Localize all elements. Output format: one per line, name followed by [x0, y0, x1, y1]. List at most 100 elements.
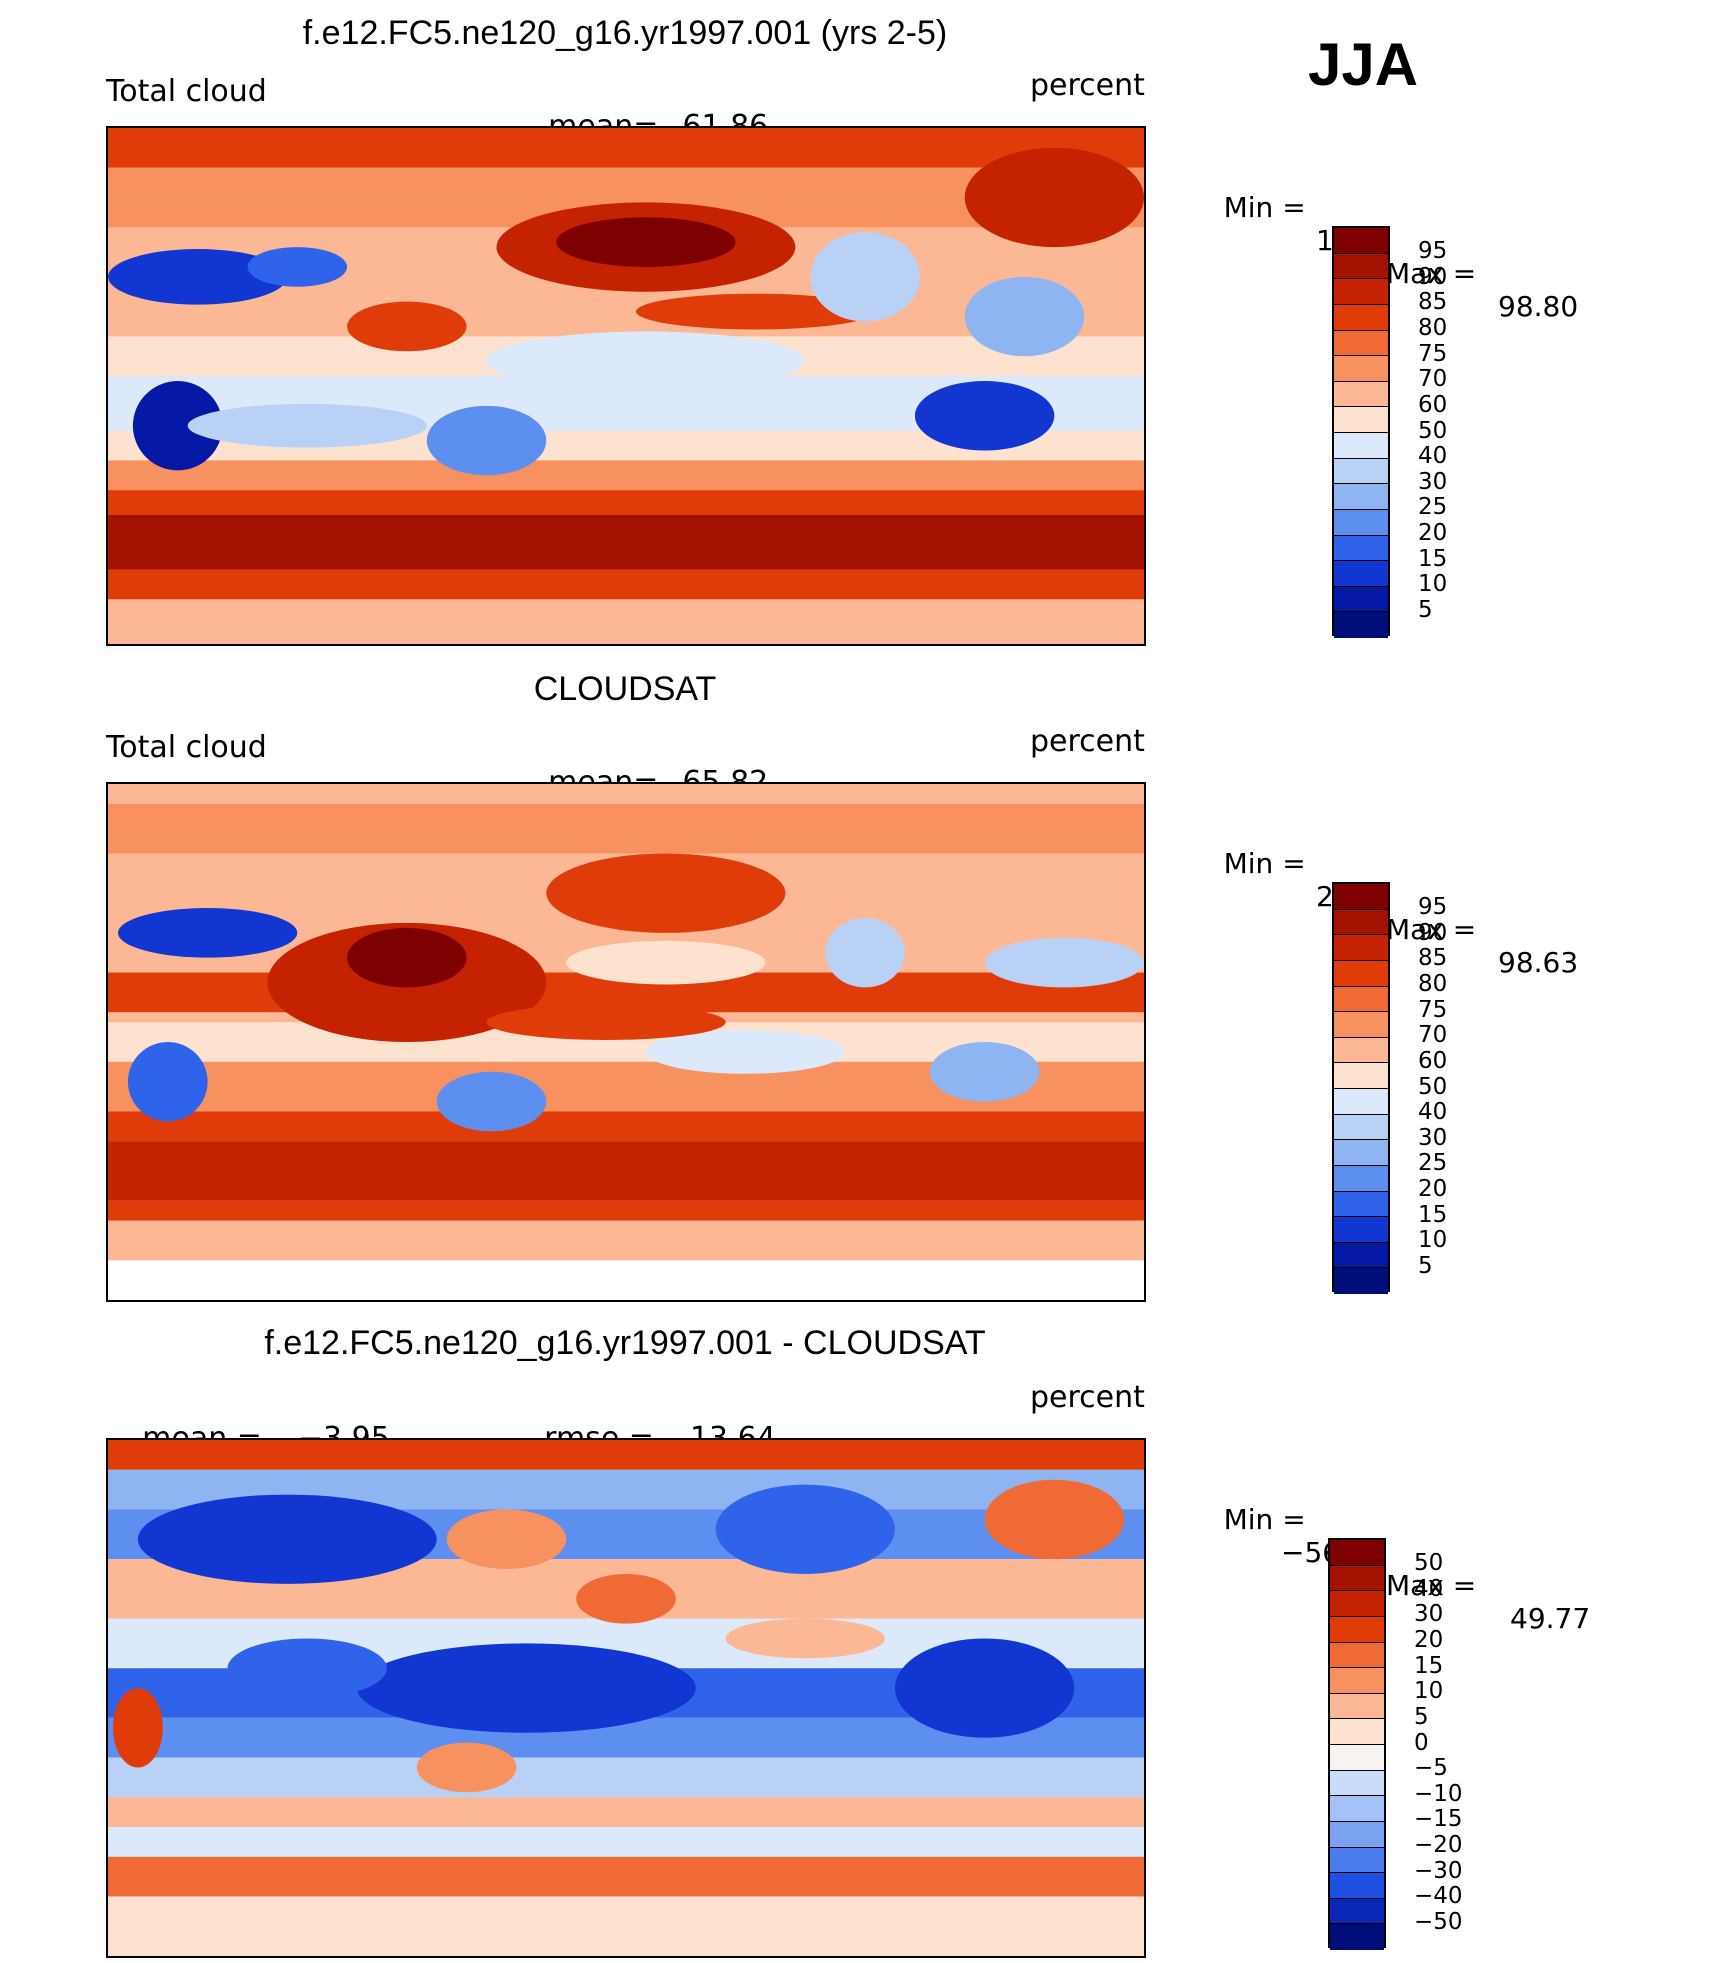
colorbar-tick-label: 5	[1414, 1703, 1429, 1730]
colorbar-segment	[1330, 1796, 1384, 1822]
field-label: Total cloud	[106, 74, 267, 109]
panel-title: f.e12.FC5.ne120_g16.yr1997.001 (yrs 2-5)	[302, 14, 948, 52]
colorbar-segment	[1334, 228, 1388, 254]
colorbar-tick-label: 70	[1418, 366, 1448, 393]
units-label: percent	[1030, 1380, 1145, 1415]
cloud-map-cloudsat	[106, 782, 1146, 1302]
colorbar-tick-label: 15	[1418, 1201, 1448, 1228]
colorbar-tick-label: 75	[1418, 340, 1448, 367]
colorbar-tick-label: 20	[1418, 1176, 1448, 1202]
colorbar-segment	[1334, 1217, 1388, 1243]
colorbar-segment	[1330, 1821, 1384, 1848]
max-value: 98.80	[1498, 290, 1579, 323]
colorbar-tick-label: 75	[1418, 996, 1448, 1023]
colorbar-segment	[1330, 1591, 1384, 1617]
colorbar-segment	[1334, 1114, 1388, 1141]
colorbar-segment	[1334, 1242, 1388, 1269]
colorbar-segment	[1334, 884, 1388, 910]
colorbar-segment	[1334, 1268, 1388, 1294]
colorbar-tick-label: 20	[1418, 520, 1448, 546]
min-label: Min =	[1223, 191, 1306, 224]
field-label: Total cloud	[106, 730, 267, 765]
colorbar-tick-label: −30	[1414, 1857, 1463, 1884]
cloud-map-difference	[106, 1438, 1146, 1958]
min-max-readout: Min = 2.52 Max = 98.63	[1188, 814, 1579, 1012]
colorbar-swatches	[1328, 1538, 1386, 1950]
colorbar-tick-label: 10	[1418, 1227, 1448, 1254]
colorbar-segment	[1330, 1668, 1384, 1694]
colorbar-tick-label: −5	[1414, 1755, 1448, 1782]
colorbar-swatches	[1332, 882, 1390, 1294]
colorbar-segment	[1334, 304, 1388, 331]
colorbar-tick-label: 30	[1418, 468, 1448, 495]
colorbar-segment	[1330, 1924, 1384, 1950]
colorbar-segment	[1334, 253, 1388, 280]
colorbar-segment	[1334, 960, 1388, 987]
colorbar-segment	[1334, 433, 1388, 459]
colorbar-tick-label: −40	[1414, 1883, 1463, 1910]
map-image	[108, 1440, 1144, 1956]
panel-title: CLOUDSAT	[533, 670, 717, 708]
colorbar-tick-label: 40	[1418, 1099, 1448, 1126]
colorbar-tick-label: 10	[1414, 1678, 1444, 1705]
colorbar-segment	[1334, 612, 1388, 638]
colorbar-tick-label: 90	[1418, 919, 1448, 946]
colorbar-tick-label: 40	[1414, 1575, 1444, 1602]
min-max-readout: Min = 1.75 Max = 98.80	[1188, 158, 1579, 356]
colorbar-tick-label: 30	[1418, 1124, 1448, 1151]
colorbar-tick-label: −10	[1414, 1780, 1463, 1807]
panel-title: f.e12.FC5.ne120_g16.yr1997.001 - CLOUDSA…	[264, 1324, 986, 1362]
min-max-readout: Min = −56.03 Max = 49.77	[1188, 1470, 1591, 1668]
season-label: JJA	[1308, 31, 1419, 98]
colorbar-tick-label: 50	[1414, 1550, 1444, 1577]
colorbar-segment	[1334, 1063, 1388, 1089]
max-value: 49.77	[1510, 1602, 1591, 1635]
colorbar-segment	[1330, 1898, 1384, 1925]
map-image	[108, 784, 1144, 1300]
colorbar-tick-label: 85	[1418, 945, 1448, 972]
colorbar-tick-label: 60	[1418, 1047, 1448, 1074]
colorbar-segment	[1330, 1719, 1384, 1745]
colorbar-tick-label: 60	[1418, 391, 1448, 418]
colorbar-tick-label: 30	[1414, 1601, 1444, 1628]
colorbar-segment	[1334, 279, 1388, 305]
colorbar-segment	[1334, 1037, 1388, 1064]
colorbar-segment	[1330, 1770, 1384, 1797]
colorbar-segment	[1334, 484, 1388, 510]
colorbar-tick-label: 0	[1414, 1729, 1429, 1756]
colorbar-tick-label: 50	[1418, 417, 1448, 444]
colorbar-tick-label: 15	[1414, 1652, 1444, 1679]
colorbar-tick-label: 5	[1418, 1252, 1433, 1279]
colorbar-segment	[1334, 356, 1388, 382]
min-label: Min =	[1223, 1503, 1306, 1536]
colorbar-segment	[1334, 1089, 1388, 1115]
colorbar-segment	[1334, 381, 1388, 408]
colorbar-tick-label: −50	[1414, 1908, 1463, 1935]
max-label: Max =	[1386, 257, 1477, 290]
colorbar-segment	[1330, 1540, 1384, 1566]
colorbar: 95 90 85 80 75 70 60 50 40 30 25 20 15 10 5	[1332, 882, 1462, 1294]
colorbar-tick-label: 15	[1418, 545, 1448, 572]
colorbar-segment	[1334, 561, 1388, 587]
colorbar-segment	[1334, 1165, 1388, 1192]
colorbar-segment	[1334, 535, 1388, 562]
map-image	[108, 128, 1144, 644]
colorbar-segment	[1330, 1847, 1384, 1874]
max-label: Max =	[1386, 1569, 1477, 1602]
colorbar-segment	[1334, 407, 1388, 433]
colorbar-tick-label: 10	[1418, 571, 1448, 598]
colorbar-tick-label: 90	[1418, 263, 1448, 290]
colorbar-tick-label: 95	[1418, 238, 1448, 265]
min-label: Min =	[1223, 847, 1306, 880]
colorbar-segment	[1330, 1565, 1384, 1592]
colorbar-segment	[1334, 1191, 1388, 1218]
colorbar-tick-label: 20	[1414, 1627, 1444, 1653]
colorbar-segment	[1330, 1693, 1384, 1720]
colorbar-segment	[1334, 1012, 1388, 1038]
colorbar-segment	[1330, 1745, 1384, 1771]
colorbar-tick-label: 80	[1418, 315, 1448, 341]
max-value: 98.63	[1498, 946, 1579, 979]
colorbar-tick-label: 95	[1418, 894, 1448, 921]
colorbar-segment	[1334, 330, 1388, 357]
colorbar-segment	[1334, 986, 1388, 1013]
